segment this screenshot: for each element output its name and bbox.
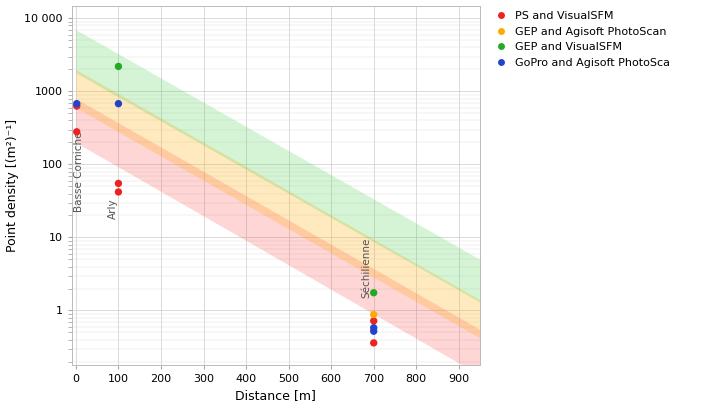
GEP and Agisoft PhotoScan [368, 311, 379, 318]
Text: Basse Corniche: Basse Corniche [74, 132, 84, 213]
Point [368, 339, 379, 346]
Point [113, 180, 124, 187]
Point [71, 129, 83, 135]
Text: Séchilienne: Séchilienne [361, 237, 371, 297]
GEP and VisualSFM [113, 63, 124, 70]
Point [368, 324, 379, 331]
GoPro and Agisoft PhotoScan [71, 100, 83, 107]
Point [368, 318, 379, 324]
Point [113, 188, 124, 195]
PS and VisualSFM [71, 103, 83, 109]
Y-axis label: Point density [(m²)⁻¹]: Point density [(m²)⁻¹] [6, 119, 18, 252]
Text: Arly: Arly [108, 198, 119, 219]
Point [368, 328, 379, 335]
Legend: PS and VisualSFM, GEP and Agisoft PhotoScan, GEP and VisualSFM, GoPro and Agisof: PS and VisualSFM, GEP and Agisoft PhotoS… [490, 11, 670, 68]
Point [113, 100, 124, 107]
X-axis label: Distance [m]: Distance [m] [235, 390, 316, 402]
Point [368, 289, 379, 296]
